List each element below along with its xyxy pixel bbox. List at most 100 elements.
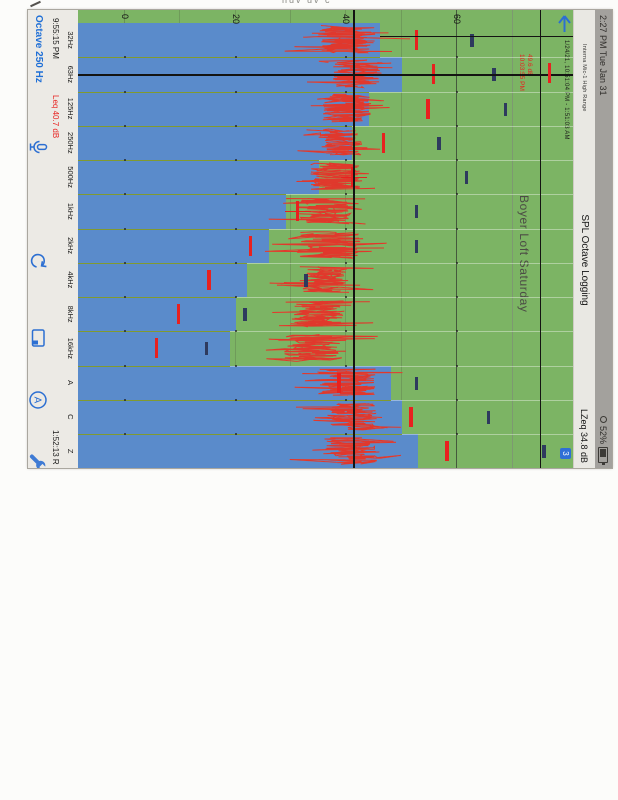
axis-tick-label: 40: [341, 14, 352, 25]
band-label[interactable]: 8kHz: [66, 305, 75, 323]
band-label[interactable]: 500Hz: [66, 166, 75, 188]
grid-dot: [456, 227, 459, 230]
session-name: Boyer Loft Saturday: [517, 195, 531, 313]
back-arrow-icon[interactable]: [552, 13, 572, 33]
grid-dot: [234, 124, 237, 127]
grid-dot: [124, 261, 126, 264]
band-separator-olive: [78, 91, 369, 93]
grid-dot: [456, 193, 459, 196]
band-bar: [78, 194, 286, 229]
grid-dot: [456, 433, 459, 435]
grid-dot: [234, 193, 237, 196]
grid-dot: [456, 364, 459, 367]
grid-dot: [456, 90, 459, 93]
red-marker-tick: [176, 304, 181, 324]
grid-dot: [345, 159, 348, 161]
grid-dot: [124, 364, 126, 367]
grid-dot: [234, 90, 237, 93]
grid-dot: [124, 56, 126, 59]
band-label[interactable]: C: [66, 414, 75, 420]
navy-marker-tick: [464, 171, 469, 184]
band-bar: [78, 160, 319, 195]
axis-tick-label: 20: [230, 14, 241, 25]
cursor-level-line: [353, 10, 355, 468]
battery-percent: 52%: [598, 425, 609, 444]
cursor-band-line: [78, 74, 573, 76]
band-label-row: 32Hz 63Hz 125Hz 250Hz 500Hz 1kHz 2kHz 4kHz 8kHz 1…: [63, 10, 78, 468]
red-marker-tick: [337, 372, 341, 393]
navy-marker-tick: [414, 205, 419, 219]
band0-marker-line: [379, 36, 573, 38]
footer-leq: Leq 40.7 dB: [51, 95, 60, 139]
band-bar: [78, 365, 391, 400]
band-label[interactable]: 1kHz: [66, 202, 75, 220]
red-marker-tick: [207, 269, 211, 290]
band-label[interactable]: A: [66, 380, 75, 386]
app-window: 2:27 PM Tue Jan 31 52% Interna Mic-1 Hig…: [26, 9, 614, 469]
grid-dot: [234, 56, 237, 59]
footer-status-line: 9:55:15 PM Leq 40.7 dB 1:52:13 R: [48, 10, 63, 468]
band-label[interactable]: 125Hz: [66, 97, 75, 120]
band-label[interactable]: 63Hz: [66, 65, 75, 84]
grid-dot: [124, 296, 126, 298]
grid-dot: [345, 296, 348, 298]
band-label[interactable]: 4kHz: [66, 271, 75, 289]
corner-badge[interactable]: 3: [560, 448, 571, 459]
grid-dot: [124, 193, 126, 196]
red-marker-tick: [409, 406, 413, 427]
navy-marker-tick: [304, 273, 308, 287]
rotate-icon[interactable]: [28, 249, 49, 271]
microphone-icon[interactable]: [28, 136, 49, 158]
grid-dot: [124, 227, 126, 230]
upper-marker-line: [539, 10, 541, 468]
red-marker-tick: [154, 338, 159, 359]
band-bar: [78, 125, 353, 160]
grid-dot: [345, 193, 348, 196]
grid-dot: [234, 159, 237, 161]
grid-dot: [234, 296, 237, 298]
mode-label-button[interactable]: Octave 250 Hz: [33, 15, 44, 83]
band-separator-olive: [78, 194, 286, 196]
navy-marker-tick: [503, 102, 508, 116]
footer-elapsed: 1:52:13 R: [51, 430, 60, 465]
band-label[interactable]: Z: [66, 448, 75, 454]
display-icon[interactable]: [28, 327, 49, 349]
band-separator-olive: [78, 365, 231, 367]
page-title: SPL Octave Logging: [579, 214, 590, 306]
band-label[interactable]: 2kHz: [66, 237, 75, 255]
grid-dot: [345, 124, 348, 127]
grid-dot: [124, 124, 126, 127]
grid-dot: [456, 124, 459, 127]
navy-marker-tick: [204, 342, 209, 356]
grid-dot: [345, 227, 348, 230]
grid-dot: [124, 398, 126, 401]
grid-dot: [345, 433, 348, 435]
band-separator-olive: [78, 297, 236, 298]
footer-time: 9:55:15 PM: [51, 18, 60, 59]
battery-icon: [598, 447, 609, 463]
band-bar: [78, 262, 247, 297]
grid-dot: [345, 90, 348, 93]
grid-dot: [234, 398, 237, 401]
a-weighting-icon[interactable]: A: [28, 389, 49, 411]
band-bar: [78, 297, 236, 332]
navy-marker-tick: [542, 445, 546, 458]
session-range: 1/24/21, 10:51:04 PM - 1:51:03 AM: [563, 40, 569, 140]
grid-dot: [345, 398, 348, 401]
nav-bar: Interna Mic-1 High Range SPL Octave Logg…: [573, 10, 595, 468]
bottom-toolbar: Octave 250 Hz A: [28, 10, 48, 468]
axis-tick-label: 0: [120, 14, 130, 20]
wrench-icon[interactable]: [28, 451, 49, 468]
band-label[interactable]: 16kHz: [66, 337, 75, 360]
grid-dot: [124, 90, 126, 93]
band-label[interactable]: 32Hz: [66, 31, 75, 49]
grid-dot: [124, 433, 126, 435]
octave-chart[interactable]: 3 1/24/21, 10:51:04 PM - 1:51:03 AM Boye…: [78, 10, 573, 468]
grid-dot: [124, 330, 126, 333]
cropped-page-text: nuv uv c: [282, 0, 332, 5]
band-bar: [78, 228, 269, 263]
cursor-max-tick: [547, 63, 552, 84]
red-marker-tick: [414, 30, 419, 50]
band-label[interactable]: 250Hz: [66, 132, 75, 154]
band-bar: [78, 23, 380, 58]
